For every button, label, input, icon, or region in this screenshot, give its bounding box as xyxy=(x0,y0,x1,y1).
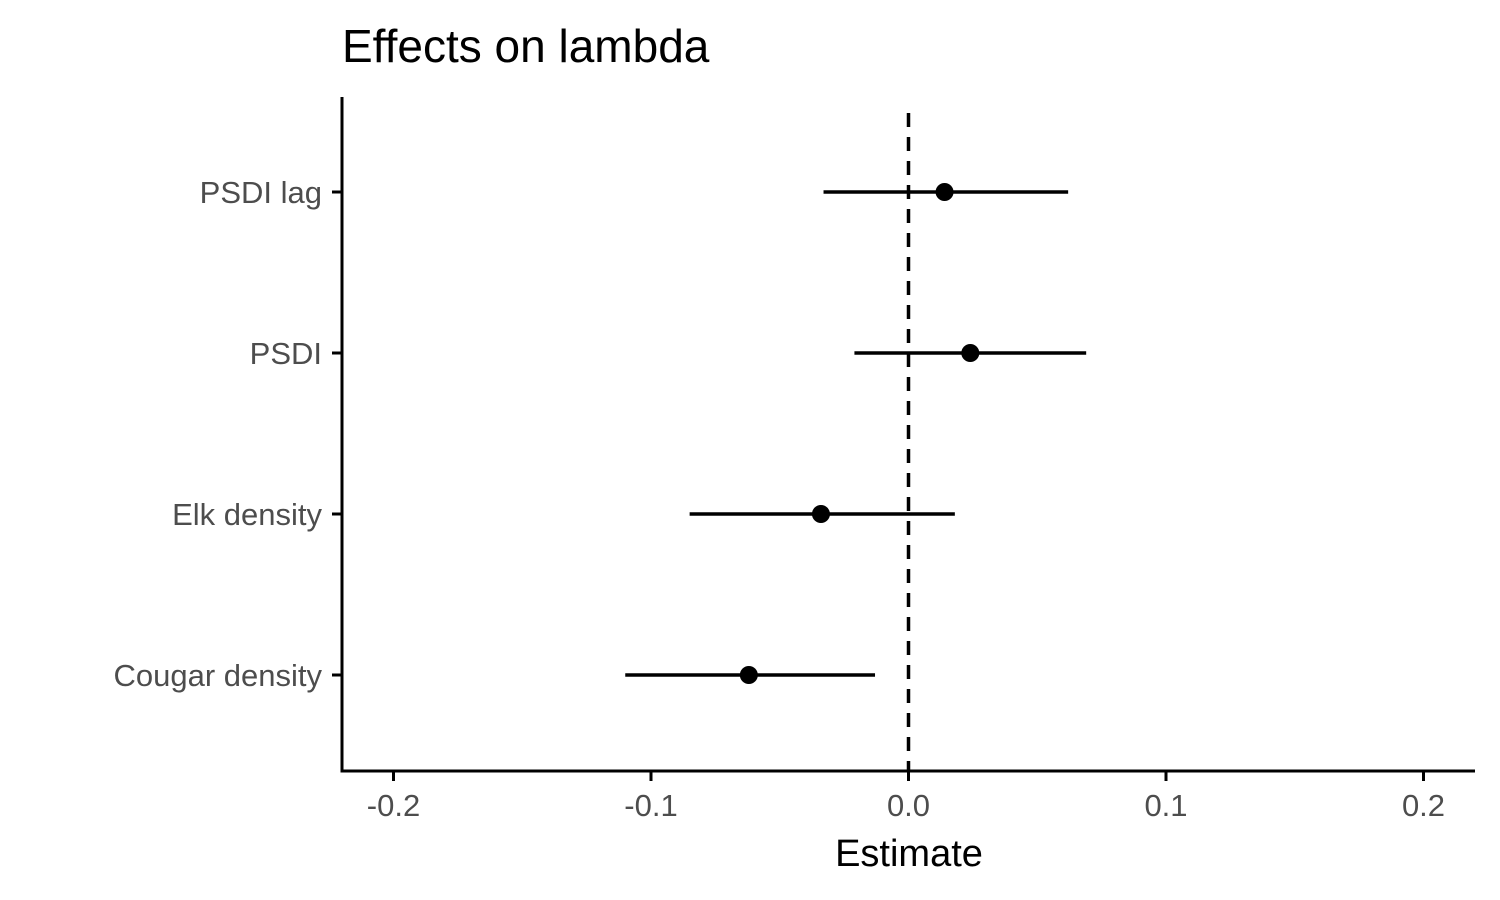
y-tick-label: PSDI xyxy=(250,336,322,371)
y-tick-label: Elk density xyxy=(172,497,322,532)
estimate-point xyxy=(811,505,830,523)
x-axis-title: Estimate xyxy=(835,833,983,875)
x-tick-label: -0.1 xyxy=(624,788,677,823)
x-tick-label: 0.0 xyxy=(887,788,930,823)
marks xyxy=(625,183,1087,684)
estimate-point xyxy=(935,183,954,201)
y-tick-label: Cougar density xyxy=(113,658,322,693)
chart-title: Effects on lambda xyxy=(342,20,710,72)
axes: -0.2 -0.1 0.0 0.1 0.2 PSDI lag PSDI Elk density… xyxy=(113,97,1475,823)
estimate-point xyxy=(739,666,758,684)
x-tick-label: -0.2 xyxy=(367,788,420,823)
x-tick-label: 0.2 xyxy=(1402,788,1445,823)
estimate-point xyxy=(961,344,980,362)
x-tick-label: 0.1 xyxy=(1144,788,1187,823)
y-tick-label: PSDI lag xyxy=(200,175,322,210)
